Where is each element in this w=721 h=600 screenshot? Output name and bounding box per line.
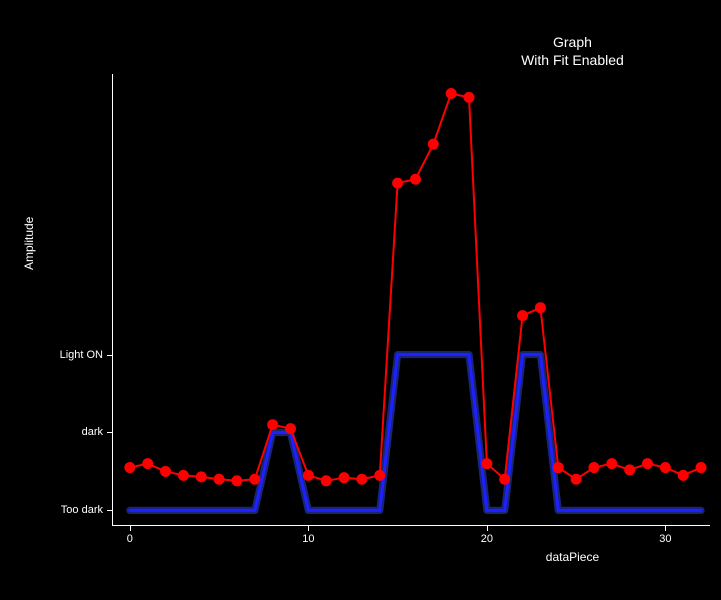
amplitude-line-marker [518,311,528,321]
amplitude-line-marker [678,470,688,480]
chart-title-line1: Graph [553,34,592,50]
amplitude-line-marker [357,474,367,484]
amplitude-line-marker [303,470,313,480]
amplitude-line-marker [464,92,474,102]
x-tick [487,526,488,531]
x-axis-label: dataPiece [546,550,599,564]
series-layer [112,74,710,526]
x-tick-label: 0 [127,533,133,545]
amplitude-line-marker [125,463,135,473]
amplitude-line-marker [286,424,296,434]
amplitude-line-marker [607,459,617,469]
amplitude-line-marker [428,139,438,149]
y-tick [107,432,112,433]
amplitude-line-marker [410,174,420,184]
amplitude-line-marker [232,476,242,486]
amplitude-line-marker [161,466,171,476]
amplitude-line [130,93,701,480]
y-tick [107,510,112,511]
amplitude-line-marker [214,474,224,484]
amplitude-line-marker [250,474,260,484]
y-tick [107,355,112,356]
fit-line-glow [130,355,701,511]
chart-title-line2: With Fit Enabled [521,52,624,68]
amplitude-line-marker [375,470,385,480]
amplitude-line-marker [178,470,188,480]
amplitude-line-marker [589,463,599,473]
amplitude-line-marker [143,459,153,469]
x-tick [308,526,309,531]
y-tick-label: Light ON [60,349,103,361]
x-axis-spine [112,525,710,526]
fit-line [130,355,701,511]
amplitude-line-marker [660,463,670,473]
x-tick-label: 10 [302,533,314,545]
amplitude-line-marker [696,463,706,473]
amplitude-line-marker [446,88,456,98]
x-tick-label: 30 [659,533,671,545]
amplitude-line-marker [500,474,510,484]
amplitude-line-marker [571,474,581,484]
amplitude-line-marker [643,459,653,469]
amplitude-line-marker [625,465,635,475]
amplitude-line-marker [196,472,206,482]
amplitude-line-marker [535,303,545,313]
y-tick-label: Too dark [61,504,103,516]
amplitude-line-marker [339,473,349,483]
amplitude-line-marker [482,459,492,469]
amplitude-line-marker [321,476,331,486]
x-tick [665,526,666,531]
y-axis-label: Amplitude [22,217,36,270]
x-tick [130,526,131,531]
plot-area [112,74,710,526]
amplitude-line-marker [553,463,563,473]
y-tick-label: dark [82,426,103,438]
x-tick-label: 20 [481,533,493,545]
amplitude-line-marker [268,420,278,430]
chart-container: 0 10 20 30 Too dark dark Light ON Graph With F… [0,0,721,600]
y-axis-spine [112,74,113,526]
amplitude-line-marker [393,178,403,188]
